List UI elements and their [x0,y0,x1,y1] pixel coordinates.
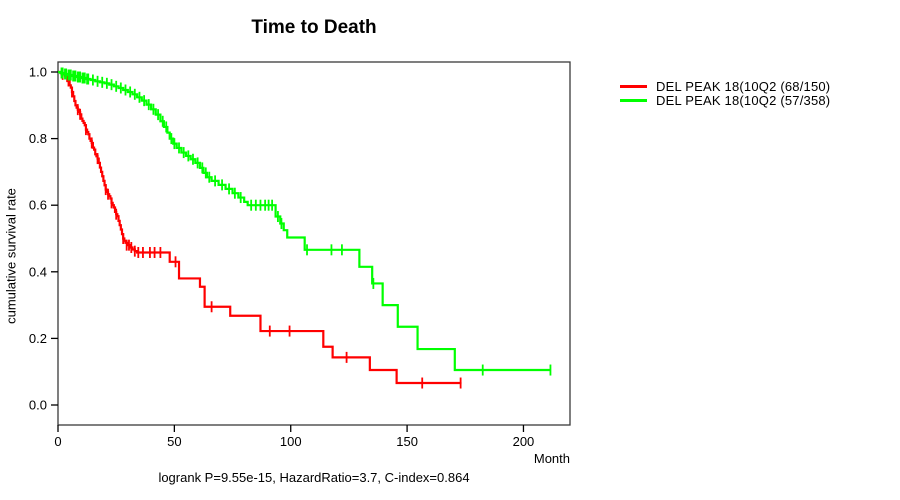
x-tick-label: 50 [167,434,181,449]
y-tick-label: 0.8 [29,131,47,146]
y-axis-title: cumulative survival rate [3,188,19,324]
y-tick-label: 0.6 [29,198,47,213]
legend-line-swatch-red [620,84,647,88]
legend-line-swatch-green [620,98,647,102]
plot-border-box [57,61,571,426]
x-tick-label: 0 [54,434,61,449]
x-tick-label: 100 [280,434,302,449]
y-tick-label: 0.2 [29,331,47,346]
legend-label-group1: DEL PEAK 18(10Q2 (68/150) [656,78,831,94]
y-tick-label: 1.0 [29,65,47,80]
legend-label-group2: DEL PEAK 18(10Q2 (57/358) [656,92,831,108]
stats-annotation: logrank P=9.55e-15, HazardRatio=3.7, C-i… [158,470,470,485]
legend-item-group1: DEL PEAK 18(10Q2 (68/150) [620,78,831,94]
y-tick-label: 0.4 [29,264,47,279]
x-tick-label: 150 [396,434,418,449]
legend-item-group2: DEL PEAK 18(10Q2 (57/358) [620,92,831,108]
x-tick-label: 200 [513,434,535,449]
plot-title: Time to Death [251,17,377,38]
survival-curve-red [58,70,462,385]
y-tick-label: 0.0 [29,398,47,413]
legend: DEL PEAK 18(10Q2 (68/150) DEL PEAK 18(10… [620,78,831,108]
x-axis-title: Month [533,451,570,466]
survival-curve-green [58,70,551,372]
